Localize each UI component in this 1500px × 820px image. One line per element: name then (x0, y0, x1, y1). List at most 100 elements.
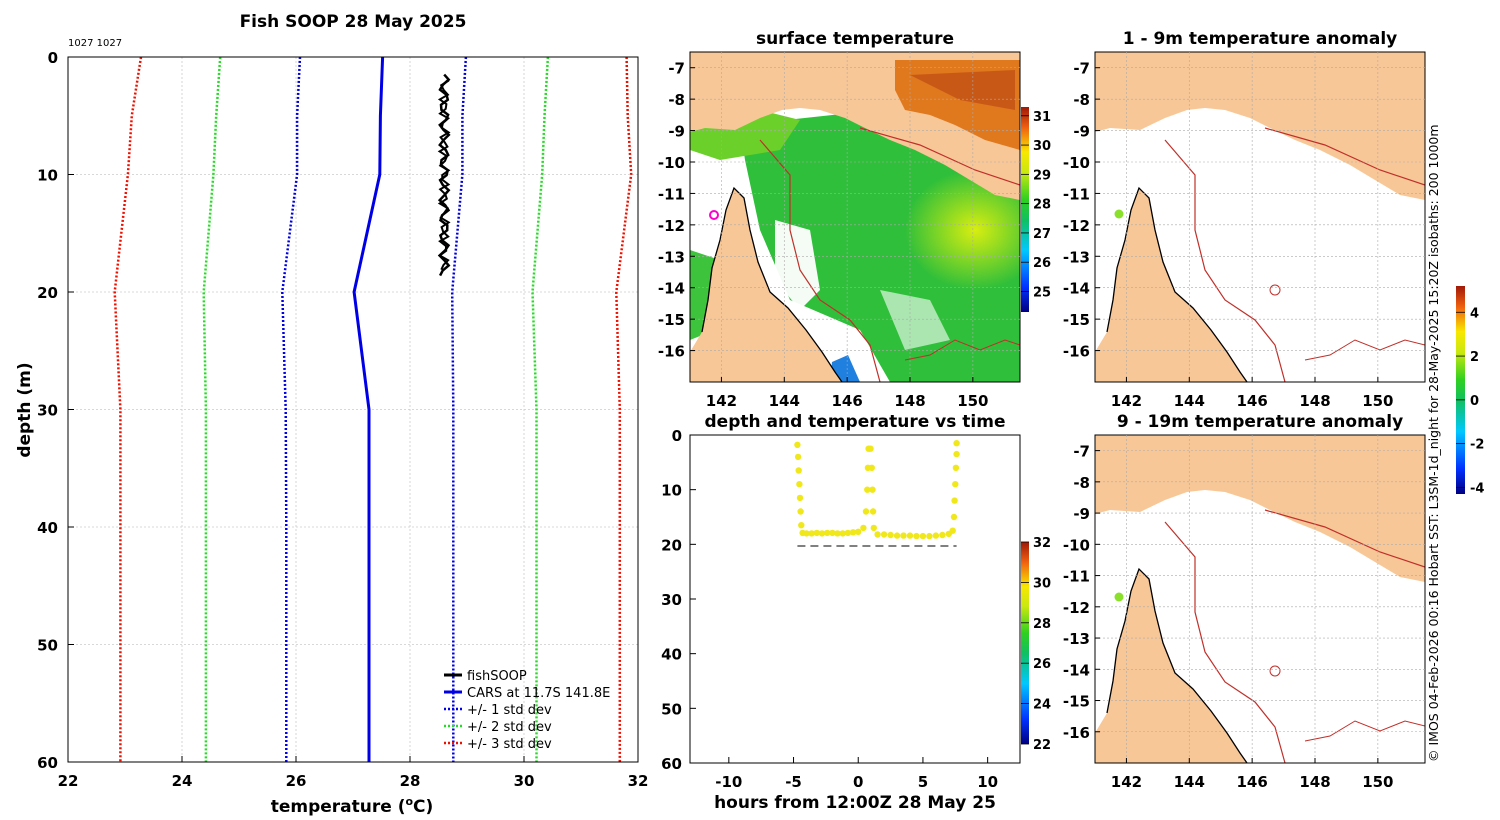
timeseries-y-tick-label: 30 (661, 591, 682, 609)
map-x-tick-label: 144 (1174, 392, 1205, 410)
profile-lines (113, 56, 633, 762)
profile-line-std2 (531, 56, 550, 762)
timeseries-point (913, 532, 920, 540)
anom1-station-marker (1114, 209, 1124, 219)
sst-colorbar-ticks: 25 26 27 28 29 30 31 (1021, 110, 1051, 301)
timeseries-point (869, 486, 876, 493)
legend-std3: +/- 3 std dev (467, 737, 552, 752)
timeseries-colorbar-ticks: 22 24 26 28 30 32 (1021, 536, 1051, 753)
sst-map-panel: surface temperature (658, 29, 1051, 410)
timeseries-x-tick-label: -5 (785, 773, 802, 791)
profile-y-tick-label: 20 (37, 284, 58, 302)
map-y-tick-label: -12 (658, 217, 685, 235)
timeseries-title: depth and temperature vs time (705, 412, 1006, 432)
timeseries-point (808, 530, 815, 537)
timeseries-colorbar-tick-label: 28 (1033, 617, 1051, 632)
timeseries-colorbar-tick-label: 26 (1033, 657, 1051, 672)
profile-x-tick-label: 30 (514, 772, 535, 790)
profile-line-std2 (202, 56, 222, 762)
profile-y-tick-label: 30 (37, 402, 58, 420)
profile-y-tick-label: 0 (48, 49, 58, 67)
timeseries-point (818, 530, 826, 537)
anomaly-map-2-ticks: 142 144 146 148 150 -7 -8 -9 -10 -11 -12 -13 -14 -15 -… (1063, 443, 1394, 791)
map-x-tick-label: 150 (1362, 392, 1393, 410)
timeseries-point (893, 532, 901, 539)
profile-y-tick-label: 60 (37, 754, 58, 772)
anomaly-map-1-panel: 1 - 9m temperature anomaly 142 144 146 148 1… (1063, 29, 1426, 410)
anom2-new-guinea (1095, 435, 1425, 582)
sst-colorbar (1021, 107, 1029, 312)
profile-x-tick-label: 24 (172, 772, 193, 790)
timeseries-point (949, 527, 956, 534)
map-y-tick-label: -15 (658, 311, 685, 329)
timeseries-axes-box (689, 434, 1021, 764)
profile-y-tick-label: 40 (37, 519, 58, 537)
timeseries-point (952, 481, 959, 488)
legend-std2: +/- 2 std dev (467, 720, 552, 735)
timeseries-x-tick-label: 5 (918, 773, 928, 791)
map-y-tick-label: -11 (1063, 185, 1090, 203)
map-y-tick-label: -13 (1063, 248, 1090, 266)
timeseries-x-tick-label: -10 (715, 773, 742, 791)
map-y-tick-label: -11 (658, 185, 685, 203)
map-y-tick-label: -16 (1063, 724, 1090, 742)
legend-fishsoop: fishSOOP (467, 669, 527, 684)
sst-colorbar-tick-label: 27 (1033, 227, 1051, 242)
profile-panel: Fish SOOP 28 May 2025 1027 1027 22 24 26 28… (15, 12, 648, 817)
fishsoop-trace (437, 73, 451, 277)
fishsoop-line (437, 73, 451, 277)
anom1-isobath (1164, 139, 1286, 382)
anomaly-map-2-title: 9 - 19m temperature anomaly (1117, 412, 1403, 432)
map-y-tick-label: -15 (1063, 311, 1090, 329)
timeseries-x-tick-label: 0 (853, 773, 863, 791)
timeseries-point (953, 450, 960, 458)
anom2-cape-york (1095, 569, 1247, 763)
timeseries-point (906, 532, 914, 539)
timeseries-point (862, 508, 870, 515)
timeseries-point (844, 529, 852, 537)
map-y-tick-label: -11 (1063, 568, 1090, 586)
sst-colorbar-tick-label: 28 (1033, 198, 1051, 213)
map-y-tick-label: -8 (1073, 91, 1090, 109)
timeseries-point (798, 522, 805, 529)
profile-line-std1 (450, 56, 468, 762)
map-x-tick-label: 150 (957, 392, 988, 410)
profile-line-std1 (281, 56, 302, 762)
timeseries-point (834, 530, 841, 537)
anomaly-colorbar-tick-label: 0 (1470, 394, 1479, 409)
timeseries-point (813, 529, 820, 537)
timeseries-point (796, 481, 803, 488)
timeseries-colorbar-tick-label: 30 (1033, 576, 1051, 591)
timeseries-point (864, 486, 871, 493)
map-x-tick-label: 148 (894, 392, 925, 410)
map-y-tick-label: -16 (1063, 343, 1090, 361)
profile-x-tick-label: 32 (628, 772, 649, 790)
timeseries-point (939, 531, 946, 539)
timeseries-point (950, 513, 958, 521)
map-y-tick-label: -13 (658, 248, 685, 266)
timeseries-point (839, 530, 846, 537)
map-y-tick-label: -7 (668, 60, 685, 78)
profile-line-std3 (615, 56, 633, 762)
profile-y-tick-label: 50 (37, 637, 58, 655)
timeseries-point (795, 467, 802, 474)
sst-isobath-200 (759, 139, 881, 382)
timeseries-ticks: -10 -5 0 5 10 0 10 20 30 40 50 60 (661, 427, 998, 791)
anomaly-map-2-grid (1095, 435, 1425, 763)
map-y-tick-label: -13 (1063, 630, 1090, 648)
map-x-tick-label: 146 (831, 392, 862, 410)
sst-colorbar-tick-label: 25 (1033, 286, 1051, 301)
profile-line-std3 (113, 56, 143, 762)
timeseries-colorbar-tick-label: 32 (1033, 536, 1051, 551)
timeseries-points (794, 440, 960, 540)
timeseries-point (953, 440, 960, 447)
map-y-tick-label: -14 (1063, 280, 1090, 298)
timeseries-y-tick-label: 40 (661, 646, 682, 664)
map-x-tick-label: 148 (1299, 773, 1330, 791)
fishsoop-line (437, 79, 451, 271)
timeseries-point (796, 494, 804, 502)
timeseries-y-tick-label: 0 (672, 427, 682, 445)
timeseries-point (869, 508, 877, 515)
profile-x-ticks: 22 24 26 28 30 32 (58, 756, 649, 790)
